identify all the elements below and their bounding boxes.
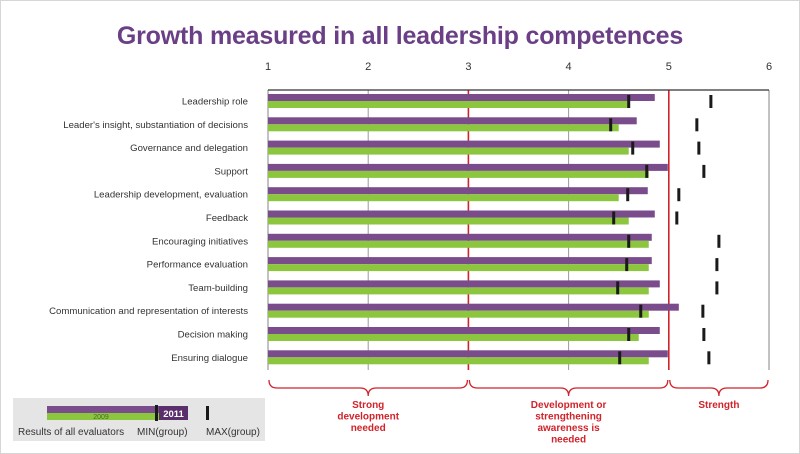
legend-swatch-2011-bar [47,406,159,413]
bar-2011 [268,327,660,334]
category-label: Leadership development, evaluation [94,190,248,201]
min-group-marker [626,188,630,202]
max-group-marker [702,328,706,341]
x-tick-label: 6 [766,61,772,73]
category-label: Leadership role [182,97,248,108]
min-group-marker [645,164,649,178]
zone-brace [669,379,769,397]
bar-2011 [268,210,655,218]
bar-marks [268,94,679,365]
bar-2009 [268,217,629,225]
x-tick-label: 3 [465,61,471,73]
bar-2009 [268,264,649,272]
bar-2011 [268,187,648,195]
bar-2011 [268,117,637,125]
max-group-marker [677,188,681,202]
bar-2011 [268,280,660,288]
max-group-marker [715,258,719,272]
category-label: Support [214,166,248,177]
legend-max-label: MAX(group) [206,427,260,438]
bar-2009 [268,287,649,295]
bar-2009 [268,170,649,178]
bar-2011 [268,233,652,241]
x-tick-label: 2 [365,61,371,73]
min-group-marker [627,328,631,341]
category-label: Team-building [188,283,248,294]
x-axis-ticks: 1 2 3 4 5 6 [265,61,772,73]
legend-results-label: Results of all evaluators [18,427,125,438]
legend-label-2011: 2011 [163,409,184,420]
bar-2011 [268,140,660,148]
bar-2011 [268,163,668,171]
max-group-marker [717,234,721,248]
zone-annotations: Strong development needed Development or str… [268,379,769,446]
legend-min-marker [155,405,158,421]
bar-2009 [268,147,629,155]
zone-brace [468,379,669,397]
category-label: Ensuring dialogue [171,353,248,364]
max-group-marker [707,351,711,365]
max-group-marker [695,118,699,132]
min-group-marker [616,281,620,295]
legend-min-label: MIN(group) [137,427,188,438]
category-label: Feedback [206,213,248,224]
bar-2009 [268,194,619,202]
bar-2009 [268,124,619,132]
bar-2009 [268,101,629,108]
min-group-marker [639,304,643,318]
zone-label: Development or strengthening awareness is n… [531,400,607,446]
category-labels: Leadership role Leader's insight, substan… [49,97,248,364]
legend-max-marker [206,406,209,420]
x-tick-label: 4 [566,61,572,73]
bar-2009 [268,240,649,248]
min-group-marker [618,351,622,365]
bar-2009 [268,357,649,365]
category-label: Performance evaluation [147,260,248,271]
max-group-marker [701,304,705,318]
min-group-marker [627,95,631,108]
min-group-marker [625,258,629,272]
category-label: Decision making [178,330,248,341]
category-label: Leader's insight, substantiation of deci… [63,120,248,131]
bar-2011 [268,257,652,265]
x-tick-label: 5 [666,61,672,73]
legend-swatches: 2011 2009 [47,405,209,421]
max-group-marker [709,95,713,108]
zone-label: Strong development needed [337,400,399,434]
range-markers [609,95,721,365]
max-group-marker [702,164,706,178]
category-label: Encouraging initiatives [152,236,248,247]
legend: 2011 2009 Results of all evaluators MIN(… [13,398,265,441]
zone-brace [268,379,469,397]
legend-swatch-2011-tag [159,406,188,420]
legend-label-2009: 2009 [93,414,109,421]
x-tick-label: 1 [265,61,271,73]
min-group-marker [631,141,635,155]
min-group-marker [627,234,631,248]
max-group-marker [715,281,719,295]
bar-2009 [268,334,639,341]
max-group-marker [675,211,679,225]
max-group-marker [697,141,701,155]
category-label: Communication and representation of inte… [49,306,248,317]
legend-swatch-2009-bar [47,413,159,420]
zone-label: Strength [698,400,739,411]
min-group-marker [612,211,616,225]
grid-lines [267,89,770,370]
chart-title: Growth measured in all leadership compet… [116,22,684,50]
bar-2011 [268,303,679,311]
bar-2011 [268,350,668,358]
bar-2011 [268,94,655,101]
min-group-marker [609,118,613,132]
category-label: Governance and delegation [130,143,248,154]
bar-2009 [268,310,649,318]
